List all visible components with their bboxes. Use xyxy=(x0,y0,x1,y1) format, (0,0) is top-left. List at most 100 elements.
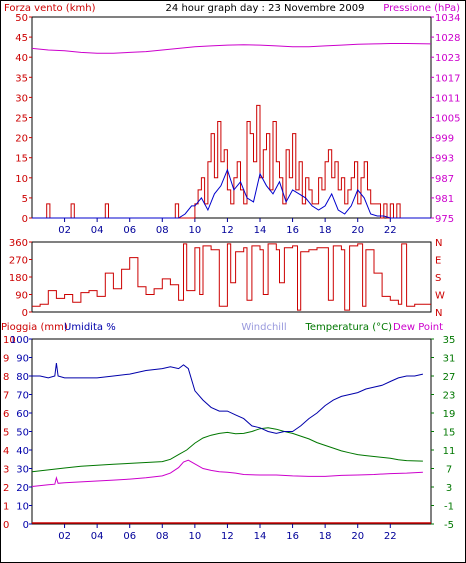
rain-tick-label: 10 xyxy=(3,335,16,346)
wind-tick-label: 30 xyxy=(15,93,28,104)
dewpoint-series-line xyxy=(31,459,423,487)
wind-tick-label: 15 xyxy=(15,154,28,165)
x-tick-label: 08 xyxy=(156,531,169,542)
humidity-tick-label: 30 xyxy=(16,465,29,476)
pressure-tick-label: 999 xyxy=(435,134,454,145)
compass-label: W xyxy=(435,291,445,302)
x-tick-label: 16 xyxy=(286,531,299,542)
humidity-series-line xyxy=(32,363,424,434)
rain-tick-label: 8 xyxy=(3,372,9,383)
pressure-tick-label: 1034 xyxy=(435,13,460,24)
x-tick-label: 14 xyxy=(254,225,267,236)
pressure-tick-label: 1028 xyxy=(435,33,460,44)
climate-plot-area xyxy=(31,338,432,525)
humidity-tick-label: 10 xyxy=(16,502,29,513)
x-tick-label: 18 xyxy=(319,225,332,236)
x-tick-label: 20 xyxy=(351,531,364,542)
temp-tick-label: -5 xyxy=(444,520,454,531)
direction-tick-label: 360 xyxy=(9,238,28,249)
direction-tick-label: 90 xyxy=(15,291,28,302)
rain-tick-label: 5 xyxy=(3,428,9,439)
temp-tick-label: 31 xyxy=(443,354,456,365)
compass-label: E xyxy=(435,256,441,267)
wind-tick-label: 50 xyxy=(15,13,28,24)
dewpoint-legend: Dew Point xyxy=(393,322,443,333)
direction-plot-area xyxy=(31,241,432,313)
temp-tick-label: 35 xyxy=(443,335,456,346)
pressure-axis-title: Pressione (hPa) xyxy=(383,3,460,14)
wind-tick-label: 40 xyxy=(15,53,28,64)
x-tick-label: 06 xyxy=(123,531,136,542)
temp-tick-label: -1 xyxy=(444,502,454,513)
compass-label: S xyxy=(435,273,441,284)
x-tick-label: 12 xyxy=(221,225,234,236)
pressure-tick-label: 1005 xyxy=(435,114,460,125)
rain-tick-label: 6 xyxy=(3,409,9,420)
humidity-tick-label: 100 xyxy=(10,335,29,346)
humidity-tick-label: 90 xyxy=(16,354,29,365)
rain-tick-label: 9 xyxy=(3,354,9,365)
windchill-legend: Windchill xyxy=(241,322,286,333)
humidity-tick-label: 0 xyxy=(23,520,29,531)
humidity-tick-label: 80 xyxy=(16,372,29,383)
temp-tick-label: 3 xyxy=(446,483,452,494)
x-tick-label: 20 xyxy=(351,225,364,236)
x-tick-label: 12 xyxy=(221,531,234,542)
temp-tick-label: 15 xyxy=(443,428,456,439)
x-tick-label: 10 xyxy=(188,225,201,236)
rain-axis-title: Pioggia (mm) xyxy=(1,322,68,333)
wind-tick-label: 10 xyxy=(15,174,28,185)
wind-tick-label: 25 xyxy=(15,114,28,125)
wind-avg-series-line xyxy=(32,168,431,219)
humidity-tick-label: 60 xyxy=(16,409,29,420)
pressure-series-line xyxy=(31,43,432,54)
wind-series-line xyxy=(32,104,431,219)
temp-tick-label: 19 xyxy=(443,409,456,420)
pressure-tick-label: 1017 xyxy=(435,73,460,84)
pressure-tick-label: 975 xyxy=(435,214,454,225)
pressure-tick-label: 987 xyxy=(435,174,454,185)
humidity-tick-label: 70 xyxy=(16,391,29,402)
x-tick-label: 02 xyxy=(58,531,71,542)
chart-title: 24 hour graph day : 23 Novembre 2009 xyxy=(166,3,365,14)
temperature-axis-title: Temperatura (°C) xyxy=(304,322,392,333)
temp-tick-label: 27 xyxy=(443,372,456,383)
temp-tick-label: 23 xyxy=(443,391,456,402)
x-tick-label: 18 xyxy=(319,531,332,542)
x-tick-label: 04 xyxy=(91,531,104,542)
rain-tick-label: 4 xyxy=(3,446,9,457)
wind-tick-label: 5 xyxy=(22,194,28,205)
rain-tick-label: 7 xyxy=(3,391,9,402)
pressure-tick-label: 993 xyxy=(435,154,454,165)
x-tick-label: 02 xyxy=(58,225,71,236)
direction-tick-label: 180 xyxy=(9,273,28,284)
rain-tick-label: 3 xyxy=(3,465,9,476)
compass-label: N xyxy=(435,308,442,319)
x-tick-label: 06 xyxy=(123,225,136,236)
humidity-tick-label: 50 xyxy=(16,428,29,439)
direction-tick-label: 0 xyxy=(22,308,28,319)
x-tick-label: 04 xyxy=(91,225,104,236)
direction-tick-label: 270 xyxy=(9,256,28,267)
pressure-tick-label: 1023 xyxy=(435,53,460,64)
rain-tick-label: 1 xyxy=(3,502,9,513)
wind-tick-label: 20 xyxy=(15,134,28,145)
x-tick-label: 10 xyxy=(188,531,201,542)
wind-plot-area xyxy=(31,16,432,219)
x-tick-label: 16 xyxy=(286,225,299,236)
pressure-tick-label: 1011 xyxy=(435,93,460,104)
temperature-series-line xyxy=(31,427,423,473)
temp-tick-label: 7 xyxy=(446,465,452,476)
humidity-tick-label: 20 xyxy=(16,483,29,494)
x-tick-label: 22 xyxy=(384,225,397,236)
x-tick-label: 08 xyxy=(156,225,169,236)
wind-tick-label: 35 xyxy=(15,73,28,84)
rain-tick-label: 0 xyxy=(3,520,9,531)
pressure-tick-label: 981 xyxy=(435,194,454,205)
humidity-axis-title: Umidita % xyxy=(64,322,116,333)
temp-tick-label: 11 xyxy=(443,446,456,457)
wind-axis-title: Forza vento (kmh) xyxy=(4,3,96,14)
compass-label: N xyxy=(435,238,442,249)
